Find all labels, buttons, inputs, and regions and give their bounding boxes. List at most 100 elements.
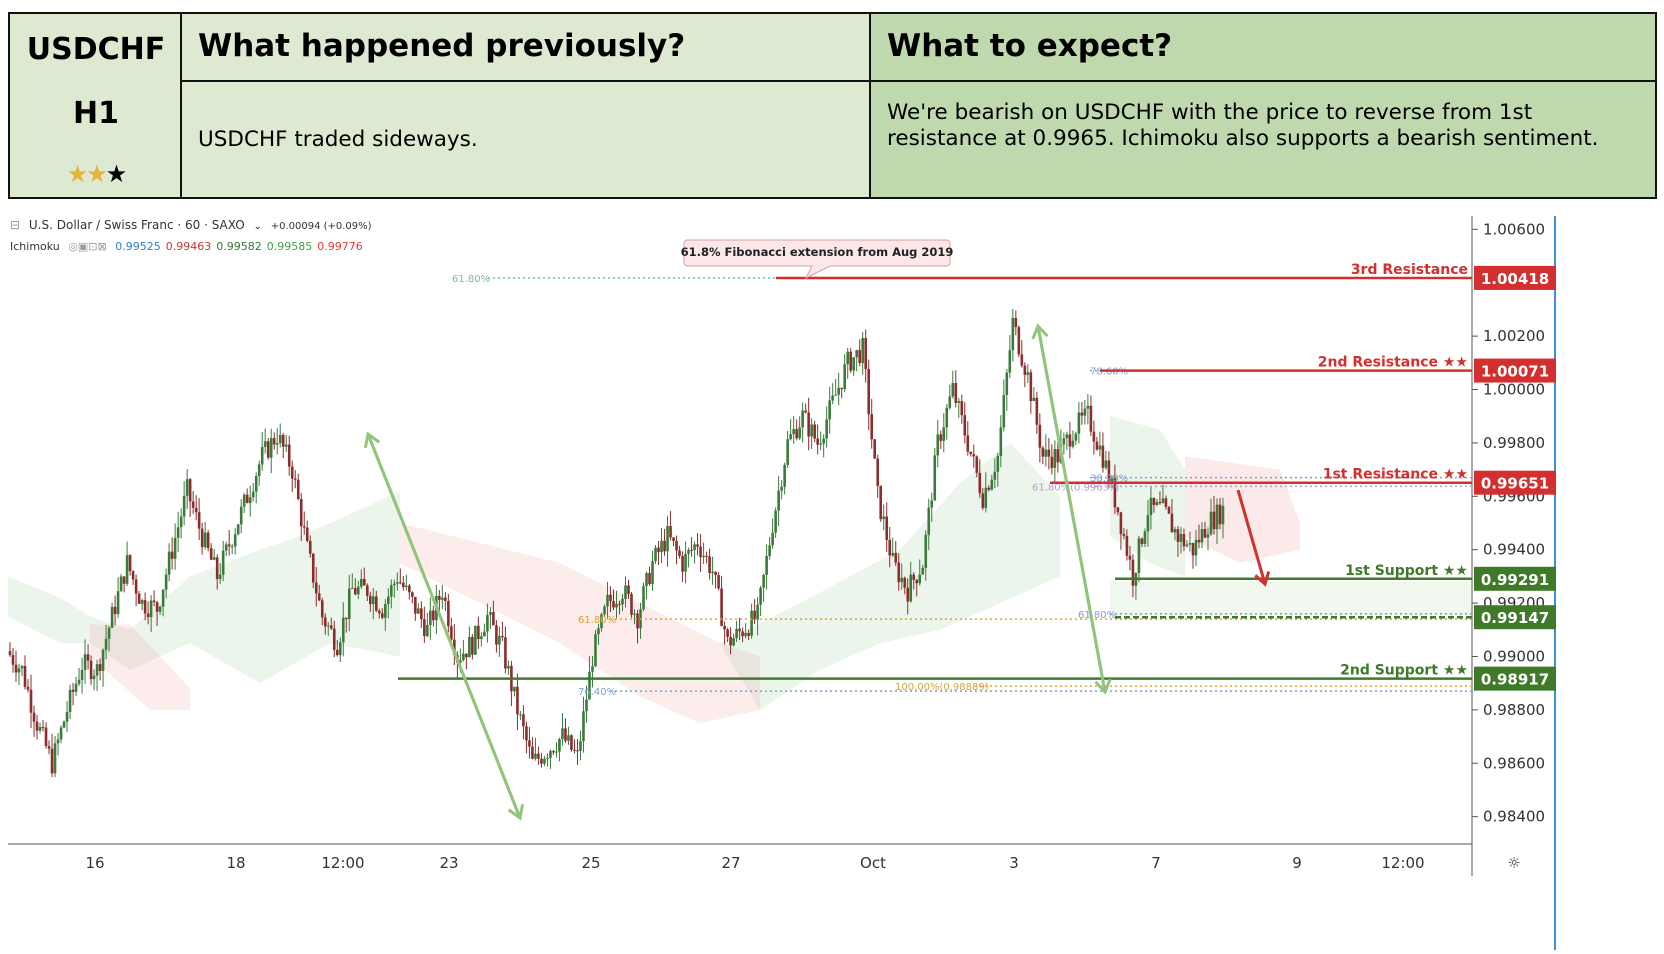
x-tick-label: Oct bbox=[860, 854, 886, 872]
candle-body bbox=[359, 578, 363, 587]
candle-body bbox=[501, 635, 504, 638]
candle-body bbox=[71, 689, 75, 692]
candle-body bbox=[302, 526, 306, 528]
candle-body bbox=[194, 507, 198, 513]
candle-body bbox=[801, 410, 804, 428]
candle-body bbox=[188, 479, 192, 502]
chart-legend-symbol: ⊟ U.S. Dollar / Swiss Franc · 60 · SAXO … bbox=[10, 218, 377, 232]
candle-body bbox=[444, 597, 447, 601]
candle-body bbox=[368, 595, 372, 605]
candle-body bbox=[717, 575, 720, 589]
y-tick-label: 0.98800 bbox=[1483, 701, 1545, 719]
indicator-value: 0.99525 bbox=[115, 240, 161, 253]
fib-level-label: 76.40% bbox=[578, 687, 616, 698]
candle-body bbox=[101, 649, 105, 671]
candle-body bbox=[792, 429, 795, 435]
candle-body bbox=[137, 593, 141, 604]
chevron-down-icon[interactable]: ⌄ bbox=[253, 221, 262, 232]
candle-body bbox=[1092, 431, 1096, 442]
candle-body bbox=[209, 548, 213, 560]
collapse-icon[interactable]: ⊟ bbox=[10, 218, 21, 232]
candle-body bbox=[1140, 538, 1144, 544]
candle-body bbox=[1125, 535, 1129, 556]
candle-body bbox=[414, 596, 417, 614]
candle-body bbox=[1185, 544, 1189, 547]
chart-canvas[interactable]: 1.006001.002001.000000.998000.996000.994… bbox=[0, 208, 1664, 950]
candle-body bbox=[498, 635, 501, 645]
candle-body bbox=[1038, 424, 1042, 448]
candle-body bbox=[609, 594, 612, 602]
indicator-controls-icon[interactable]: ◎▣⊡⊠ bbox=[68, 240, 107, 253]
candle-body bbox=[780, 486, 783, 491]
candle-body bbox=[990, 479, 994, 490]
candle-body bbox=[212, 557, 216, 560]
candle-body bbox=[564, 728, 567, 741]
indicator-value: 0.99582 bbox=[216, 240, 262, 253]
candle-body bbox=[762, 574, 765, 588]
candle-body bbox=[867, 369, 871, 415]
candle-body bbox=[125, 555, 129, 584]
candle-body bbox=[257, 464, 261, 477]
candle-body bbox=[891, 552, 895, 556]
candle-body bbox=[1011, 317, 1015, 351]
candle-body bbox=[14, 664, 18, 673]
x-tick-label: 3 bbox=[1009, 854, 1019, 872]
candle-body bbox=[996, 455, 1000, 472]
candle-body bbox=[972, 454, 976, 457]
candle-body bbox=[1086, 405, 1090, 409]
candle-body bbox=[197, 512, 201, 529]
candle-body bbox=[191, 501, 195, 508]
candle-body bbox=[870, 414, 874, 440]
indicator-value: 0.99463 bbox=[165, 240, 212, 253]
candle-body bbox=[1221, 505, 1225, 525]
price-tag bbox=[1474, 358, 1556, 383]
candle-body bbox=[263, 441, 267, 447]
candle-body bbox=[615, 603, 618, 608]
candle-body bbox=[384, 604, 387, 618]
candle-body bbox=[861, 337, 865, 364]
candle-body bbox=[74, 683, 78, 692]
price-chart[interactable]: ⊟ U.S. Dollar / Swiss Franc · 60 · SAXO … bbox=[0, 208, 1664, 950]
candle-body bbox=[555, 751, 558, 753]
fib-level-label: 100.00%(0.98889) bbox=[895, 682, 989, 693]
candle-body bbox=[1095, 441, 1099, 450]
y-tick-label: 1.00000 bbox=[1483, 381, 1545, 399]
indicator-legend: Ichimoku ◎▣⊡⊠ 0.99525 0.99463 0.99582 0.995… bbox=[10, 240, 373, 253]
candle-body bbox=[134, 579, 138, 594]
level-label: 2nd Support ★★ bbox=[1340, 663, 1468, 679]
candle-body bbox=[1152, 497, 1156, 505]
candle-body bbox=[669, 526, 672, 538]
candle-body bbox=[699, 546, 702, 558]
indicator-label[interactable]: Ichimoku bbox=[10, 240, 60, 253]
candle-body bbox=[729, 636, 732, 646]
candle-body bbox=[579, 741, 582, 751]
candle-body bbox=[690, 549, 693, 551]
candle-body bbox=[1164, 498, 1168, 507]
candle-body bbox=[1203, 528, 1207, 538]
candle-body bbox=[1020, 354, 1024, 366]
candle-body bbox=[459, 660, 462, 663]
candle-body bbox=[453, 639, 456, 656]
candle-body bbox=[1080, 412, 1084, 416]
level-label: 1st Support ★★ bbox=[1345, 563, 1468, 579]
candle-body bbox=[83, 654, 87, 671]
candle-body bbox=[62, 721, 66, 728]
candle-body bbox=[441, 597, 444, 600]
candle-body bbox=[182, 495, 186, 517]
candle-body bbox=[155, 602, 159, 612]
symbol-label[interactable]: U.S. Dollar / Swiss Franc · 60 · SAXO bbox=[28, 218, 245, 232]
candle-body bbox=[735, 628, 738, 639]
pair-name: USDCHF bbox=[26, 32, 166, 67]
candle-body bbox=[230, 546, 234, 548]
candle-body bbox=[606, 594, 609, 607]
candle-body bbox=[933, 455, 937, 501]
previous-title: What happened previously? bbox=[198, 28, 686, 64]
x-tick-label: 12:00 bbox=[1381, 854, 1424, 872]
candle-body bbox=[939, 434, 943, 441]
candle-body bbox=[47, 746, 51, 749]
candle-body bbox=[251, 491, 255, 498]
candle-body bbox=[489, 612, 492, 615]
x-tick-label: 27 bbox=[721, 854, 740, 872]
candle-body bbox=[281, 434, 285, 447]
callout-box bbox=[683, 239, 951, 280]
